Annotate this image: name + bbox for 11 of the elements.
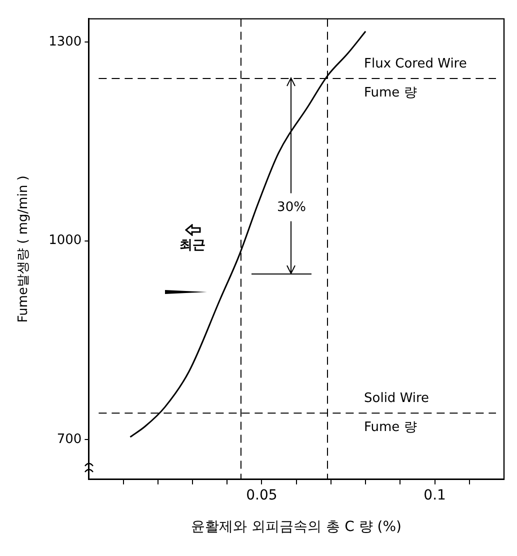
ref-line-label: Solid Wire Fume 량 bbox=[364, 391, 430, 435]
y-axis-title: Fume발생량 ( mg/min ) bbox=[16, 176, 32, 323]
y-tick-label: 700 bbox=[56, 432, 82, 448]
annotation: 30% bbox=[277, 200, 306, 216]
ref-line-label: Flux Cored Wire Fume 량 bbox=[364, 56, 467, 100]
x-axis-title: 윤활제와 외피금속의 총 C 량 (%) bbox=[191, 519, 402, 536]
x-tick-label: 0.1 bbox=[424, 487, 446, 504]
y-tick-label: 1300 bbox=[48, 34, 82, 50]
x-tick-label: 0.05 bbox=[246, 487, 278, 504]
annotation: 최근 bbox=[180, 238, 206, 254]
y-tick-label: 1000 bbox=[48, 233, 82, 248]
